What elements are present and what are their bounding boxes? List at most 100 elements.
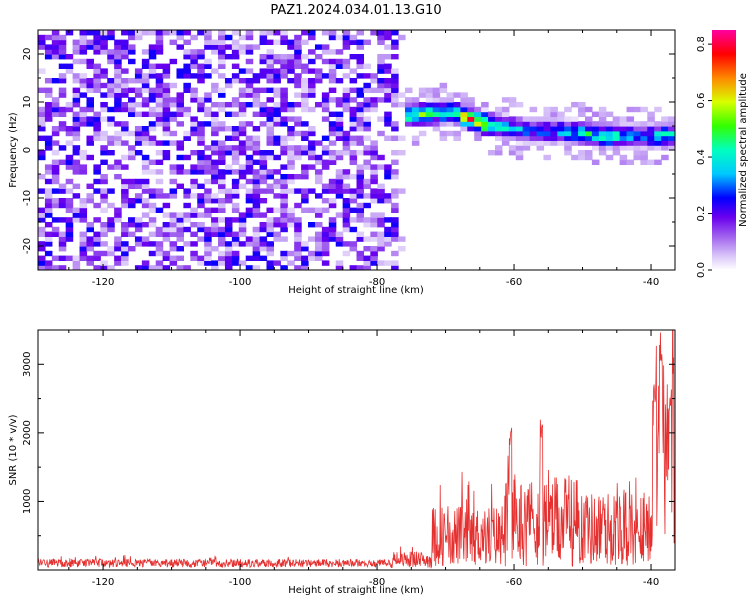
heatmap-cell	[44, 135, 53, 141]
heatmap-cell	[148, 49, 157, 55]
heatmap-cell	[93, 68, 101, 74]
heatmap-cell	[72, 111, 81, 117]
heatmap-cell	[314, 68, 323, 74]
heatmap-cell	[259, 212, 268, 218]
heatmap-cell	[612, 126, 621, 132]
heatmap-cell	[384, 78, 392, 84]
heatmap-cell	[197, 140, 205, 146]
heatmap-cell	[460, 111, 468, 117]
heatmap-cell	[425, 116, 434, 122]
heatmap-cell	[273, 92, 281, 98]
heatmap-cell	[308, 126, 316, 132]
heatmap-cell	[377, 63, 385, 69]
heatmap-cell	[128, 30, 136, 36]
heatmap-cell	[197, 255, 205, 261]
heatmap-cell	[72, 87, 81, 93]
heatmap-cell	[363, 236, 371, 242]
heatmap-cell	[266, 260, 275, 266]
heatmap-cell	[391, 44, 399, 50]
heatmap-cell	[148, 87, 157, 93]
heatmap-cell	[391, 102, 399, 108]
heatmap-cell	[238, 212, 247, 218]
heatmap-cell	[107, 250, 115, 257]
heatmap-cell	[259, 34, 268, 41]
heatmap-cell	[259, 255, 268, 261]
heatmap-cell	[238, 68, 247, 74]
heatmap-cell	[619, 121, 628, 127]
heatmap-cell	[605, 135, 614, 141]
heatmap-cell	[342, 174, 351, 180]
heatmap-cell	[197, 97, 205, 103]
heatmap-cell	[183, 63, 191, 69]
heatmap-cell	[204, 236, 212, 242]
heatmap-cell	[356, 150, 365, 156]
heatmap-cell	[245, 198, 254, 204]
heatmap-cell	[204, 188, 212, 194]
heatmap-cell	[252, 212, 261, 218]
heatmap-cell	[363, 217, 371, 223]
heatmap-cell	[231, 217, 240, 223]
heatmap-cell	[294, 102, 302, 108]
heatmap-cell	[384, 193, 392, 199]
heatmap-cell	[121, 54, 129, 60]
heatmap-cell	[356, 169, 365, 175]
heatmap-cell	[619, 145, 628, 151]
heatmap-cell	[280, 188, 288, 194]
heatmap-cell	[280, 222, 288, 228]
heatmap-cell	[647, 130, 655, 137]
heatmap-cell	[162, 116, 171, 122]
heatmap-cell	[107, 188, 115, 194]
heatmap-cell	[183, 130, 191, 137]
heatmap-cell	[384, 82, 392, 89]
heatmap-cell	[446, 92, 455, 98]
heatmap-cell	[661, 126, 669, 132]
heatmap-cell	[259, 111, 268, 117]
heatmap-cell	[259, 39, 268, 45]
heatmap-cell	[114, 164, 122, 170]
heatmap-cell	[176, 164, 184, 170]
heatmap-cell	[79, 106, 88, 113]
heatmap-cell	[591, 121, 600, 127]
heatmap-cell	[584, 106, 593, 113]
heatmap-cell	[114, 255, 122, 261]
heatmap-cell	[245, 140, 254, 146]
heatmap-cell	[197, 78, 205, 84]
heatmap-cell	[218, 58, 226, 65]
heatmap-cell	[114, 212, 122, 218]
heatmap-cell	[654, 145, 662, 151]
heatmap-cell	[411, 102, 420, 108]
heatmap-cell	[211, 87, 219, 93]
heatmap-cell	[605, 140, 614, 146]
heatmap-cell	[190, 193, 198, 199]
heatmap-cell	[384, 34, 392, 41]
heatmap-cell	[314, 44, 323, 50]
heatmap-cell	[134, 140, 143, 146]
heatmap-cell	[356, 121, 365, 127]
heatmap-cell	[141, 73, 150, 79]
heatmap-cell	[474, 135, 482, 141]
heatmap-cell	[86, 222, 94, 228]
heatmap-cell	[591, 159, 600, 165]
heatmap-cell	[557, 111, 565, 117]
heatmap-cell	[543, 135, 551, 141]
snr-series-line	[38, 330, 675, 570]
heatmap-cell	[287, 135, 295, 141]
heatmap-cell	[162, 265, 171, 270]
heatmap-cell	[176, 30, 184, 36]
heatmap-cell	[121, 126, 129, 132]
heatmap-cell	[266, 78, 275, 84]
heatmap-cell	[65, 30, 74, 36]
heatmap-cell	[38, 226, 46, 233]
heatmap-cell	[266, 116, 275, 122]
heatmap-cell	[591, 111, 600, 117]
heatmap-cell	[266, 39, 275, 45]
heatmap-cell	[128, 97, 136, 103]
heatmap-cell	[280, 226, 288, 233]
heatmap-cell	[474, 111, 482, 117]
heatmap-cell	[578, 106, 586, 113]
heatmap-cell	[121, 202, 129, 209]
heatmap-cell	[238, 260, 247, 266]
heatmap-cell	[259, 102, 268, 108]
heatmap-cell	[114, 241, 122, 247]
heatmap-cell	[384, 164, 392, 170]
